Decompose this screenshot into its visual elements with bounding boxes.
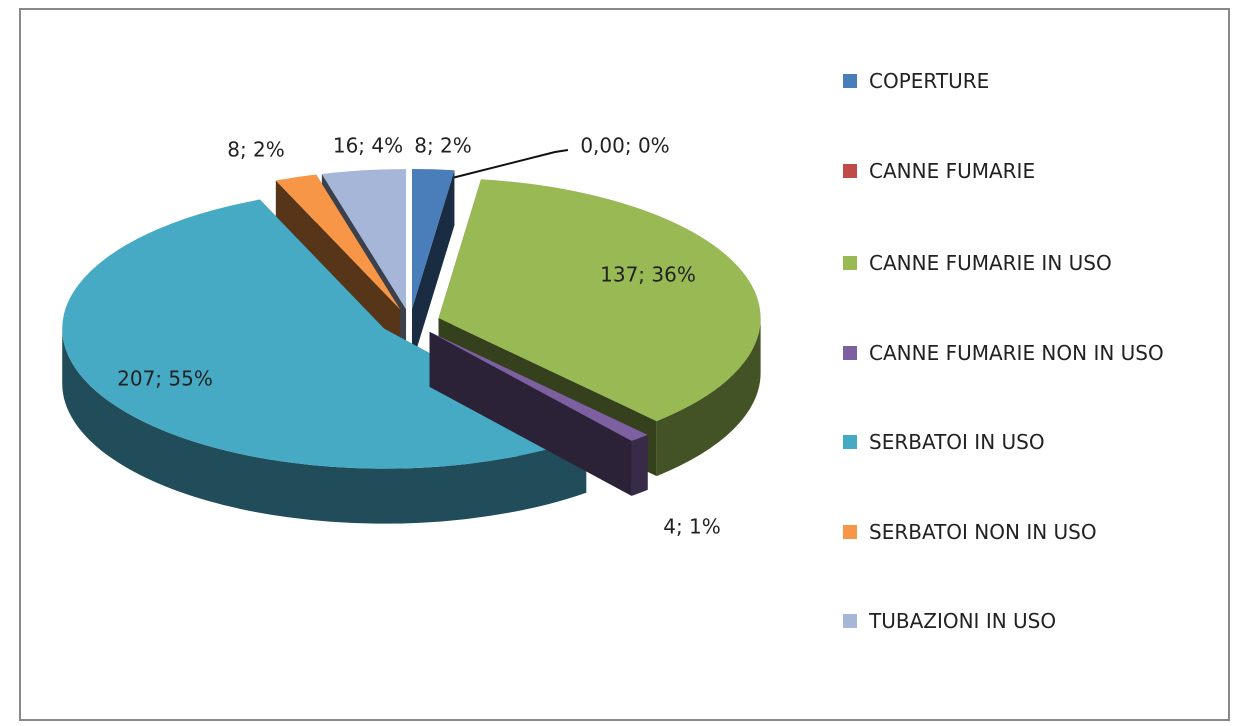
- slice-wall: [429, 331, 632, 496]
- data-label: 0,00; 0%: [580, 134, 669, 158]
- slice-side: [631, 434, 648, 496]
- legend-item: TUBAZIONI IN USO: [843, 604, 1193, 638]
- legend-item: CANNE FUMARIE: [843, 154, 1193, 188]
- legend-label: SERBATOI IN USO: [869, 430, 1045, 454]
- data-label: 16; 4%: [333, 134, 403, 158]
- slice-top: [429, 331, 648, 441]
- legend-label: SERBATOI NON IN USO: [869, 520, 1097, 544]
- legend-swatch: [843, 435, 857, 449]
- data-label: 8; 2%: [414, 134, 472, 158]
- slice-top: [438, 179, 761, 422]
- data-label: 8; 2%: [227, 138, 285, 162]
- legend-swatch: [843, 346, 857, 360]
- pie-slice: [429, 331, 648, 496]
- legend-label: CANNE FUMARIE NON IN USO: [869, 341, 1164, 365]
- legend-label: TUBAZIONI IN USO: [869, 609, 1057, 633]
- legend-swatch: [843, 74, 857, 88]
- legend-swatch: [843, 256, 857, 270]
- leader-line: [451, 149, 569, 179]
- slice-top: [321, 169, 407, 310]
- legend-swatch: [843, 164, 857, 178]
- slice-side: [62, 328, 587, 524]
- legend-item: CANNE FUMARIE NON IN USO: [843, 336, 1193, 370]
- slice-side: [656, 318, 761, 477]
- slice-top: [411, 168, 455, 309]
- data-label: 207; 55%: [117, 367, 213, 391]
- slice-top: [275, 174, 401, 310]
- slice-top: [62, 199, 587, 469]
- legend-label: CANNE FUMARIE IN USO: [869, 251, 1112, 275]
- legend-item: COPERTURE: [843, 64, 1193, 98]
- slice-wall: [411, 170, 455, 364]
- legend-item: CANNE FUMARIE IN USO: [843, 246, 1193, 280]
- legend-label: COPERTURE: [869, 69, 990, 93]
- legend-swatch: [843, 525, 857, 539]
- legend-item: SERBATOI IN USO: [843, 425, 1193, 459]
- data-label: 137; 36%: [600, 263, 696, 287]
- legend-item: SERBATOI NON IN USO: [843, 515, 1193, 549]
- legend-swatch: [843, 614, 857, 628]
- pie-slice: [411, 168, 455, 364]
- legend-label: CANNE FUMARIE: [869, 159, 1036, 183]
- data-label: 4; 1%: [663, 515, 721, 539]
